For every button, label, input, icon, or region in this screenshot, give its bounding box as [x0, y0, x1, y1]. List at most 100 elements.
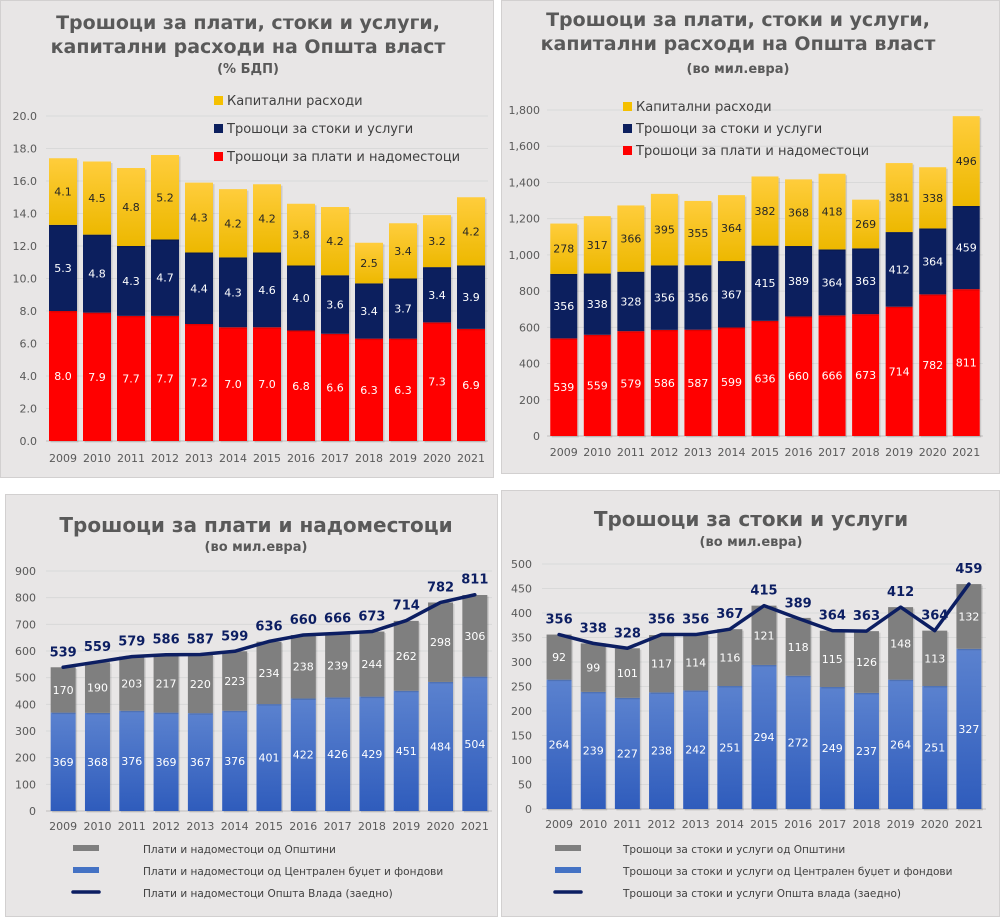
data-label: 4.0 — [292, 292, 310, 305]
x-tick-label: 2021 — [457, 452, 485, 465]
y-tick-label: 10.0 — [13, 273, 38, 286]
legend-label: Трошоци за стоки и услуги — [226, 122, 413, 137]
data-label: 782 — [922, 359, 943, 372]
data-label: 412 — [889, 263, 910, 276]
data-label: 3.7 — [394, 303, 412, 316]
x-tick-label: 2020 — [427, 820, 455, 833]
data-label: 272 — [788, 736, 809, 749]
y-tick-label: 1,600 — [509, 140, 541, 153]
data-label: 242 — [685, 744, 706, 757]
chart-title-line-1: Трошоци за плати, стоки и услуги, — [56, 12, 440, 34]
data-label: 328 — [620, 295, 641, 308]
data-label: 484 — [430, 740, 451, 753]
y-tick-label: 14.0 — [13, 208, 38, 221]
y-tick-label: 800 — [15, 592, 36, 605]
data-label: 3.2 — [428, 235, 446, 248]
y-tick-label: 250 — [511, 681, 532, 694]
data-label: 132 — [958, 610, 979, 623]
y-tick-label: 300 — [15, 725, 36, 738]
data-label: 3.9 — [462, 291, 480, 304]
y-tick-label: 16.0 — [13, 175, 38, 188]
data-label: 7.7 — [156, 372, 174, 385]
x-tick-label: 2019 — [389, 452, 417, 465]
data-label: 356 — [687, 291, 708, 304]
total-label: 587 — [187, 632, 214, 647]
legend-swatch-municipal — [555, 845, 581, 851]
total-label: 356 — [682, 613, 709, 628]
x-tick-label: 2009 — [550, 446, 578, 459]
data-label: 251 — [719, 742, 740, 755]
data-label: 170 — [53, 684, 74, 697]
x-tick-label: 2017 — [818, 818, 846, 831]
total-label: 356 — [648, 613, 675, 628]
data-label: 4.2 — [462, 225, 480, 238]
data-label: 673 — [855, 369, 876, 382]
legend-swatch-capital — [214, 96, 223, 105]
data-label: 223 — [224, 675, 245, 688]
data-label: 418 — [822, 206, 843, 219]
chart-panel-mil-eur: Трошоци за плати, стоки и услуги, капита… — [501, 0, 1000, 474]
data-label: 363 — [855, 275, 876, 288]
data-label: 3.4 — [394, 245, 412, 258]
y-tick-label: 200 — [519, 394, 540, 407]
x-tick-label: 2019 — [887, 818, 915, 831]
x-tick-label: 2014 — [717, 446, 745, 459]
x-tick-label: 2013 — [186, 820, 214, 833]
x-tick-label: 2015 — [255, 820, 283, 833]
data-label: 338 — [587, 298, 608, 311]
x-tick-label: 2011 — [617, 446, 645, 459]
data-label: 4.1 — [54, 186, 72, 199]
data-label: 126 — [856, 656, 877, 669]
data-label: 367 — [721, 288, 742, 301]
total-label: 636 — [255, 619, 282, 634]
data-label: 364 — [822, 276, 843, 289]
chart-mil-eur: Трошоци за плати, стоки и услуги, капита… — [502, 1, 1000, 475]
x-tick-label: 2013 — [684, 446, 712, 459]
data-label: 364 — [922, 255, 943, 268]
data-label: 3.6 — [326, 299, 344, 312]
legend-label: Трошоци за стоки и услуги од Општини — [622, 844, 845, 856]
data-label: 496 — [956, 155, 977, 168]
data-label: 264 — [890, 738, 911, 751]
x-tick-label: 2016 — [289, 820, 317, 833]
x-tick-label: 2009 — [49, 820, 77, 833]
chart-subtitle: (во мил.евра) — [205, 540, 308, 555]
x-tick-label: 2020 — [423, 452, 451, 465]
y-tick-label: 100 — [511, 754, 532, 767]
data-label: 429 — [361, 748, 382, 761]
x-tick-label: 2011 — [613, 818, 641, 831]
y-tick-label: 200 — [511, 705, 532, 718]
legend-label: Трошоци за плати и надоместоци — [635, 144, 869, 159]
legend: Трошоци за стоки и услуги од ОпштиниТрош… — [555, 844, 952, 900]
y-tick-label: 100 — [15, 778, 36, 791]
chart-panel-wages: Трошоци за плати и надоместоци (во мил.е… — [5, 494, 498, 917]
legend-label: Плати и надоместоци од Централен буџет и… — [143, 866, 443, 878]
data-label: 579 — [620, 378, 641, 391]
total-label: 811 — [461, 573, 488, 588]
y-tick-label: 150 — [511, 730, 532, 743]
x-tick-label: 2016 — [287, 452, 315, 465]
y-tick-label: 400 — [15, 698, 36, 711]
data-label: 369 — [156, 756, 177, 769]
data-label: 660 — [788, 370, 809, 383]
data-label: 426 — [327, 748, 348, 761]
data-label: 599 — [721, 376, 742, 389]
total-label: 782 — [427, 580, 454, 595]
legend-swatch-capital — [623, 102, 632, 111]
x-tick-label: 2011 — [117, 452, 145, 465]
data-label: 6.9 — [462, 379, 480, 392]
data-label: 244 — [361, 658, 382, 671]
y-tick-label: 50 — [518, 779, 532, 792]
data-label: 369 — [53, 756, 74, 769]
x-tick-label: 2012 — [650, 446, 678, 459]
total-label: 338 — [580, 621, 607, 636]
data-label: 368 — [788, 207, 809, 220]
x-tick-label: 2014 — [716, 818, 744, 831]
data-label: 148 — [890, 637, 911, 650]
legend-swatch-goods — [623, 124, 632, 133]
data-label: 366 — [620, 233, 641, 246]
data-label: 101 — [617, 667, 638, 680]
data-label: 238 — [651, 745, 672, 758]
legend-label: Трошоци за стоки и услуги — [635, 122, 822, 137]
